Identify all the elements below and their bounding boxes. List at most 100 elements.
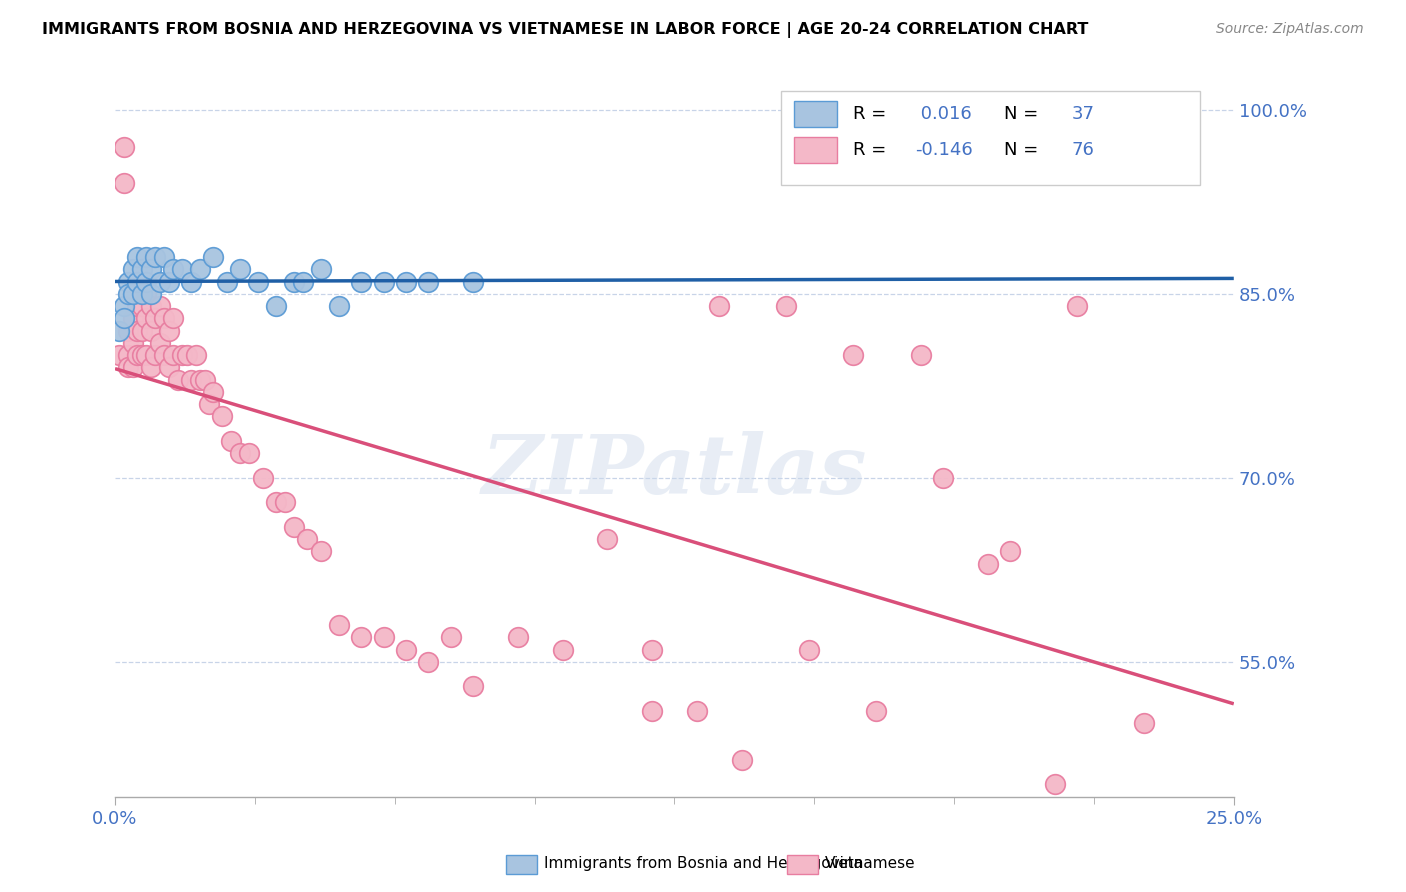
Point xyxy=(117,360,139,375)
Point xyxy=(127,324,149,338)
Point xyxy=(328,618,350,632)
Point xyxy=(283,275,305,289)
Point xyxy=(198,397,221,411)
Point xyxy=(139,286,162,301)
Point xyxy=(135,348,157,362)
Point xyxy=(797,642,820,657)
Point xyxy=(215,275,238,289)
Point xyxy=(932,471,955,485)
Text: R =: R = xyxy=(853,105,893,123)
Point xyxy=(309,544,332,558)
Point xyxy=(127,348,149,362)
Point xyxy=(202,384,225,399)
Point xyxy=(180,373,202,387)
Point xyxy=(117,348,139,362)
Point xyxy=(139,360,162,375)
Text: IMMIGRANTS FROM BOSNIA AND HERZEGOVINA VS VIETNAMESE IN LABOR FORCE | AGE 20-24 : IMMIGRANTS FROM BOSNIA AND HERZEGOVINA V… xyxy=(42,22,1088,38)
Point xyxy=(730,753,752,767)
Point xyxy=(139,299,162,313)
Point xyxy=(264,495,287,509)
Text: -0.146: -0.146 xyxy=(915,142,973,160)
Point xyxy=(122,335,145,350)
Point xyxy=(149,335,172,350)
Point xyxy=(309,262,332,277)
Point xyxy=(395,642,418,657)
Point xyxy=(252,471,274,485)
Text: 0.016: 0.016 xyxy=(915,105,972,123)
Point xyxy=(149,275,172,289)
Point xyxy=(131,324,153,338)
Point xyxy=(264,299,287,313)
Point xyxy=(131,348,153,362)
Point xyxy=(596,532,619,546)
Point xyxy=(112,311,135,326)
FancyBboxPatch shape xyxy=(780,91,1201,186)
Text: Immigrants from Bosnia and Herzegovina: Immigrants from Bosnia and Herzegovina xyxy=(544,856,863,871)
Point xyxy=(686,704,709,718)
Point xyxy=(998,544,1021,558)
Point xyxy=(139,324,162,338)
Text: Source: ZipAtlas.com: Source: ZipAtlas.com xyxy=(1216,22,1364,37)
Point xyxy=(193,373,215,387)
Point xyxy=(117,286,139,301)
Point xyxy=(112,177,135,191)
Point xyxy=(291,275,314,289)
Point xyxy=(247,275,270,289)
Point xyxy=(153,311,176,326)
Point xyxy=(157,360,180,375)
Point xyxy=(506,630,529,644)
Text: R =: R = xyxy=(853,142,893,160)
Point xyxy=(153,250,176,264)
Point xyxy=(157,324,180,338)
Point xyxy=(112,139,135,153)
Point xyxy=(283,520,305,534)
Point xyxy=(143,311,166,326)
Point xyxy=(842,348,865,362)
Point xyxy=(865,704,887,718)
Point xyxy=(176,348,198,362)
FancyBboxPatch shape xyxy=(794,101,837,128)
Point xyxy=(297,532,319,546)
Point xyxy=(135,275,157,289)
Point xyxy=(162,311,184,326)
Point xyxy=(373,275,395,289)
Point xyxy=(122,286,145,301)
Point xyxy=(180,275,202,289)
Point xyxy=(976,557,998,571)
Point xyxy=(395,275,418,289)
Point xyxy=(172,262,194,277)
Point xyxy=(418,655,440,669)
Text: 37: 37 xyxy=(1071,105,1094,123)
Point xyxy=(131,299,153,313)
Point xyxy=(131,262,153,277)
Point xyxy=(211,409,233,424)
Point xyxy=(172,348,194,362)
Point xyxy=(440,630,463,644)
Point xyxy=(108,348,131,362)
Point xyxy=(1066,299,1088,313)
Point xyxy=(127,299,149,313)
Point xyxy=(221,434,243,448)
Point xyxy=(461,679,484,693)
Point xyxy=(229,446,252,460)
Point xyxy=(229,262,252,277)
Point xyxy=(127,275,149,289)
Point xyxy=(127,250,149,264)
Point xyxy=(188,262,211,277)
Point xyxy=(139,262,162,277)
Text: ZIPatlas: ZIPatlas xyxy=(482,431,868,511)
Point xyxy=(117,324,139,338)
Point xyxy=(202,250,225,264)
Point xyxy=(551,642,574,657)
Point xyxy=(143,250,166,264)
Point xyxy=(108,324,131,338)
FancyBboxPatch shape xyxy=(794,137,837,163)
Point xyxy=(135,250,157,264)
Text: Vietnamese: Vietnamese xyxy=(825,856,915,871)
Point xyxy=(122,262,145,277)
Point xyxy=(238,446,260,460)
Point xyxy=(162,348,184,362)
Point xyxy=(1043,777,1066,791)
Point xyxy=(153,348,176,362)
Point xyxy=(910,348,932,362)
